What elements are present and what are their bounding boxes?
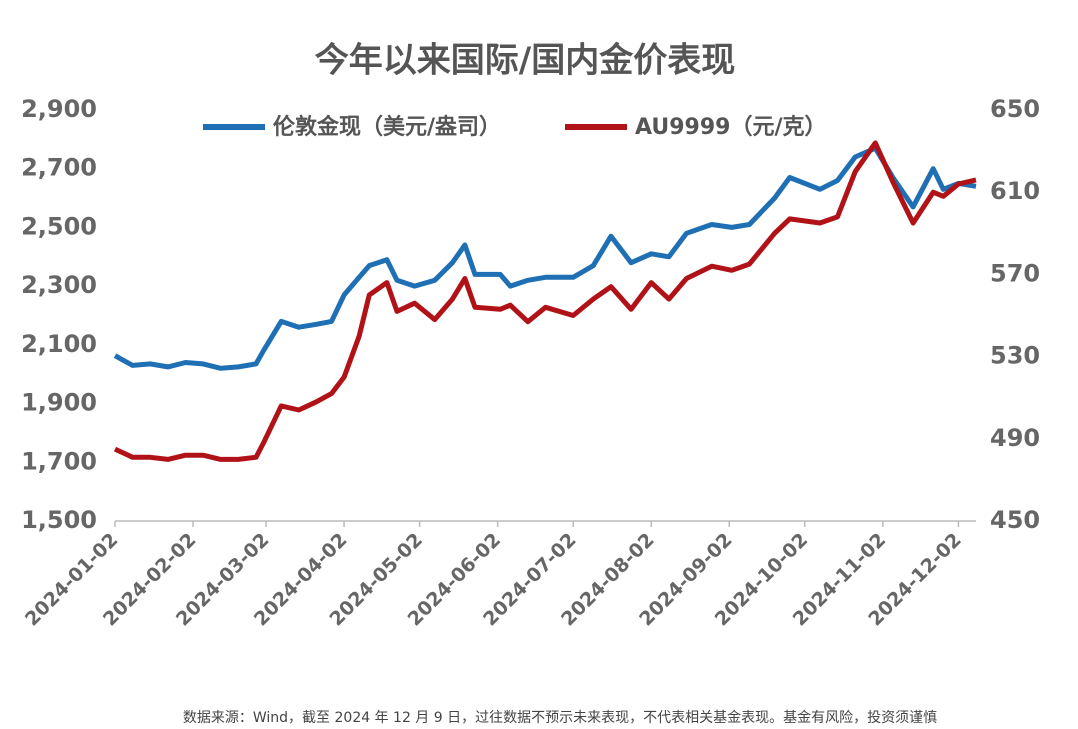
series-line (113, 145, 977, 371)
footnote: 数据来源：Wind，截至 2024 年 12 月 9 日，过往数据不预示未来表现… (183, 709, 937, 726)
y-tick-label: 2,300 (21, 271, 97, 299)
y2-tick-label: 490 (990, 424, 1040, 452)
series-line (113, 140, 977, 462)
y-tick-label: 2,900 (21, 95, 97, 123)
y-tick-label: 2,100 (21, 330, 97, 358)
y2-tick-label: 450 (990, 506, 1040, 534)
y-tick-label: 2,700 (21, 154, 97, 182)
y2-tick-label: 650 (990, 95, 1040, 123)
y2-tick-label: 530 (990, 342, 1040, 370)
y-tick-label: 1,900 (21, 389, 97, 417)
y-tick-label: 1,500 (21, 506, 97, 534)
legend-label: AU9999（元/克） (635, 114, 826, 140)
chart-title: 今年以来国际/国内金价表现 (315, 41, 735, 81)
y-tick-label: 2,500 (21, 212, 97, 240)
y2-tick-label: 610 (990, 177, 1040, 205)
legend-label: 伦敦金现（美元/盎司） (273, 114, 501, 140)
y2-tick-label: 570 (990, 259, 1040, 287)
y-tick-label: 1,700 (21, 447, 97, 475)
